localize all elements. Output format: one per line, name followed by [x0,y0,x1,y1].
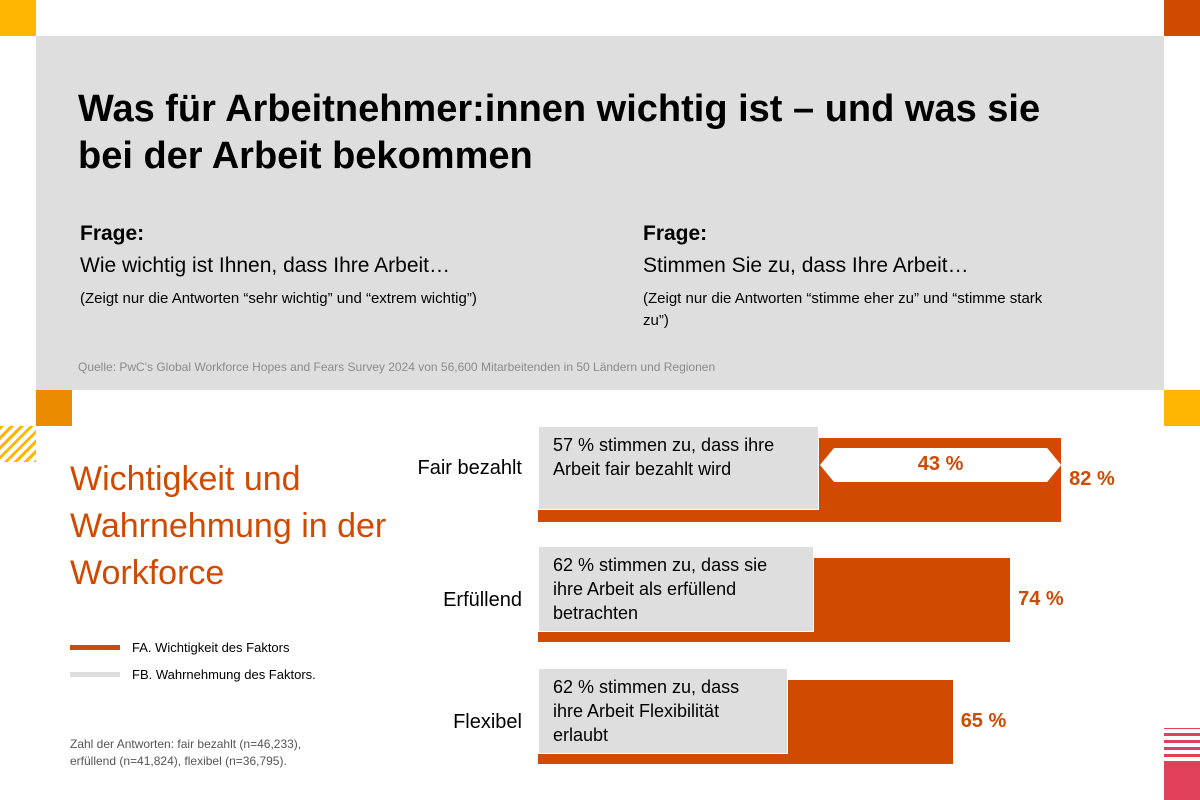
value-label: 82 % [1069,468,1115,490]
corner-square-top-left [0,0,36,36]
question-block-perception: Frage: Stimmen Sie zu, dass Ihre Arbeit…… [643,222,1113,332]
value-label: 65 % [960,710,1007,732]
category-label: Erfüllend [443,589,522,611]
gap-value-label: 43 % [917,453,964,475]
corner-stripes-bottom-right [1164,728,1200,764]
gap-arrow [820,448,1062,482]
page-title: Was für Arbeitnehmer:innen wichtig ist –… [78,88,1041,177]
perception-box: 62 % stimmen zu, dass sie ihre Arbeit al… [538,546,814,632]
perception-box: 57 % stimmen zu, dass ihre Arbeit fair b… [538,426,819,510]
mid-square-right [1164,390,1200,426]
question-text: Stimmen Sie zu, dass Ihre Arbeit… [643,254,969,277]
question-note: (Zeigt nur die Antworten “stimme eher zu… [643,290,1043,329]
legend-swatch [70,672,120,677]
legend-label: FA. Wichtigkeit des Faktors [132,640,290,655]
question-block-importance: Frage: Wie wichtig ist Ihnen, dass Ihre … [80,222,550,310]
category-label: Flexibel [453,711,522,733]
mid-square-left [36,390,72,426]
chart-subtitle: Wichtigkeit und Wahrnehmung in der Workf… [70,460,387,592]
legend-item-importance: FA. Wichtigkeit des Faktors [70,640,290,655]
mid-stripes-left [0,426,36,462]
perception-box: 62 % stimmen zu, dass ihre Arbeit Flexib… [538,668,788,754]
question-label: Frage: [643,222,708,245]
question-text: Wie wichtig ist Ihnen, dass Ihre Arbeit… [80,254,450,277]
footnote: Zahl der Antworten: fair bezahlt (n=46,2… [70,737,302,768]
legend-label: FB. Wahrnehmung des Faktors. [132,667,316,682]
header-panel: Was für Arbeitnehmer:innen wichtig ist –… [36,36,1164,390]
gap-arrow-shape [820,448,1062,482]
legend-swatch [70,645,120,650]
question-note: (Zeigt nur die Antworten “sehr wichtig” … [80,290,477,307]
category-label: Fair bezahlt [417,457,523,479]
value-label: 74 % [1018,588,1064,610]
source-note: Quelle: PwC's Global Workforce Hopes and… [78,360,716,374]
question-label: Frage: [80,222,145,245]
legend-item-perception: FB. Wahrnehmung des Faktors. [70,667,316,682]
corner-square-top-right [1164,0,1200,36]
corner-square-bottom-right [1164,764,1200,800]
